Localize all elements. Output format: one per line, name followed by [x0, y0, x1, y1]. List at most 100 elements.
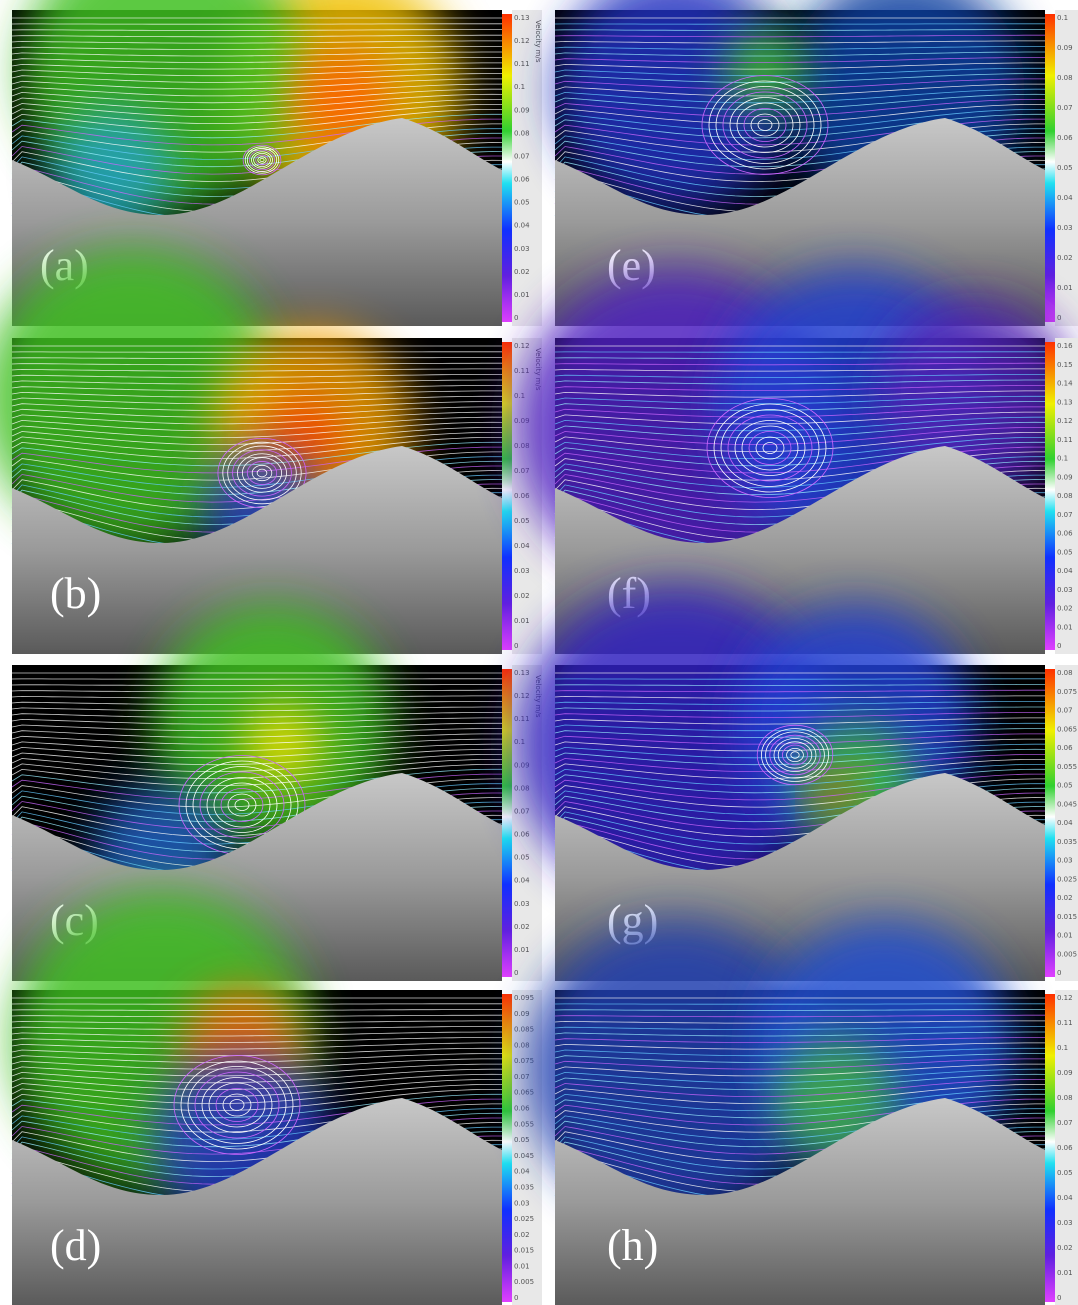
colorbar-tick-label: 0.09 [514, 1010, 530, 1018]
colorbar-tick-label: 0.04 [1057, 819, 1073, 827]
colorbar-tick-label: 0.07 [1057, 1119, 1073, 1127]
colorbar-tick-label: 0.03 [1057, 1219, 1073, 1227]
colorbar-tick-label: 0.02 [514, 923, 530, 931]
colorbar-tick-label: 0.045 [514, 1152, 534, 1160]
colorbar-tick-label: 0.12 [1057, 417, 1073, 425]
colorbar-title: Velocity m/s [534, 20, 542, 63]
colorbar-tick-label: 0.025 [514, 1215, 534, 1223]
colorbar-tick-label: 0.08 [514, 129, 530, 137]
colorbar-tick-label: 0.05 [514, 1136, 530, 1144]
colorbar-tick-label: 0.04 [514, 1168, 530, 1176]
colorbar-tick-label: 0.01 [1057, 932, 1073, 940]
colorbar-tick-label: 0.08 [1057, 74, 1073, 82]
colorbar-tick-label: 0.005 [1057, 950, 1077, 958]
colorbar-tick-label: 0.03 [1057, 224, 1073, 232]
colorbar-tick-label: 0.05 [514, 854, 530, 862]
colorbar-tick-label: 0.03 [514, 245, 530, 253]
figure: (a)0.130.120.110.10.090.080.070.060.050.… [0, 0, 1078, 1305]
colorbar-tick-label: 0.03 [514, 567, 530, 575]
colorbar-tick-label: 0.02 [1057, 1244, 1073, 1252]
colorbar-tick-label: 0.01 [514, 291, 530, 299]
colorbar [502, 14, 512, 322]
colorbar-tick-label: 0.07 [514, 807, 530, 815]
colorbar-tick-label: 0.04 [1057, 194, 1073, 202]
colorbar-tick-label: 0 [1057, 314, 1061, 322]
colorbar-tick-label: 0.06 [514, 831, 530, 839]
colorbar-tick-label: 0.14 [1057, 380, 1073, 388]
colorbar-tick-label: 0.15 [1057, 361, 1073, 369]
colorbar-tick-label: 0.07 [1057, 511, 1073, 519]
colorbar-tick-label: 0.01 [1057, 1269, 1073, 1277]
colorbar-tick-label: 0.06 [1057, 134, 1073, 142]
colorbar-tick-label: 0.1 [1057, 455, 1068, 463]
colorbar-tick-label: 0.02 [1057, 605, 1073, 613]
colorbar-tick-label: 0.02 [514, 1231, 530, 1239]
colorbar [1045, 14, 1055, 322]
colorbar-tick-label: 0.12 [1057, 994, 1073, 1002]
colorbar-tick-label: 0.02 [514, 268, 530, 276]
colorbar-tick-label: 0.1 [1057, 14, 1068, 22]
colorbar-tick-label: 0.01 [1057, 284, 1073, 292]
colorbar-tick-label: 0.095 [514, 994, 534, 1002]
colorbar-tick-label: 0.01 [1057, 623, 1073, 631]
colorbar-tick-label: 0.04 [514, 222, 530, 230]
colorbar-tick-label: 0.05 [514, 517, 530, 525]
colorbar-tick-label: 0 [514, 314, 518, 322]
colorbar-tick-label: 0.11 [1057, 1019, 1073, 1027]
colorbar-tick-label: 0.04 [514, 542, 530, 550]
colorbar-tick-label: 0.07 [1057, 104, 1073, 112]
colorbar-tick-label: 0.07 [1057, 707, 1073, 715]
colorbar-tick-label: 0.16 [1057, 342, 1073, 350]
colorbar [1045, 342, 1055, 650]
colorbar-tick-label: 0.04 [1057, 567, 1073, 575]
colorbar [502, 669, 512, 977]
colorbar-tick-label: 0.12 [514, 342, 530, 350]
colorbar [1045, 669, 1055, 977]
colorbar-tick-label: 0.05 [1057, 1169, 1073, 1177]
colorbar-tick-label: 0.02 [514, 592, 530, 600]
colorbar-tick-label: 0.11 [514, 60, 530, 68]
colorbar-tick-label: 0.06 [514, 176, 530, 184]
colorbar-tick-label: 0.03 [514, 900, 530, 908]
panel: (f)0.160.150.140.130.120.110.10.090.080.… [515, 268, 1078, 654]
colorbar-tick-label: 0.075 [1057, 688, 1077, 696]
velocity-region [725, 30, 805, 110]
colorbar-tick-label: 0.06 [1057, 1144, 1073, 1152]
colorbar-tick-label: 0.13 [1057, 398, 1073, 406]
panel-label: (d) [50, 1221, 101, 1270]
colorbar-tick-label: 0.13 [514, 669, 530, 677]
colorbar-tick-label: 0.04 [1057, 1194, 1073, 1202]
colorbar-tick-label: 0 [514, 969, 518, 977]
colorbar-tick-label: 0.05 [1057, 548, 1073, 556]
colorbar-tick-label: 0.03 [1057, 857, 1073, 865]
colorbar-tick-label: 0 [1057, 969, 1061, 977]
colorbar-tick-label: 0.08 [1057, 669, 1073, 677]
colorbar-tick-label: 0.13 [514, 14, 530, 22]
colorbar-tick-label: 0.07 [514, 152, 530, 160]
panel-label: (h) [607, 1221, 658, 1270]
colorbar-tick-label: 0.01 [514, 1262, 530, 1270]
colorbar-tick-label: 0.035 [514, 1183, 534, 1191]
colorbar-tick-label: 0.005 [514, 1278, 534, 1286]
colorbar-tick-label: 0.015 [1057, 913, 1077, 921]
colorbar-tick-label: 0.055 [1057, 763, 1077, 771]
colorbar [502, 342, 512, 650]
colorbar-tick-label: 0.03 [514, 1199, 530, 1207]
colorbar-tick-label: 0.04 [514, 877, 530, 885]
colorbar [1045, 994, 1055, 1302]
page: (a)0.130.120.110.10.090.080.070.060.050.… [0, 0, 1078, 1305]
colorbar-tick-label: 0.09 [1057, 473, 1073, 481]
colorbar-tick-label: 0.05 [1057, 164, 1073, 172]
colorbar-tick-label: 0.01 [514, 617, 530, 625]
colorbar-tick-label: 0.025 [1057, 875, 1077, 883]
colorbar-tick-label: 0.12 [514, 37, 530, 45]
colorbar-tick-label: 0.05 [514, 199, 530, 207]
colorbar-tick-label: 0.03 [1057, 586, 1073, 594]
colorbar-tick-label: 0 [1057, 1294, 1061, 1302]
colorbar-tick-label: 0.035 [1057, 838, 1077, 846]
colorbar-tick-label: 0.09 [514, 106, 530, 114]
colorbar-tick-label: 0.065 [1057, 725, 1077, 733]
colorbar-tick-label: 0.06 [1057, 744, 1073, 752]
colorbar-tick-label: 0 [514, 642, 518, 650]
panel-label: (b) [50, 569, 101, 618]
